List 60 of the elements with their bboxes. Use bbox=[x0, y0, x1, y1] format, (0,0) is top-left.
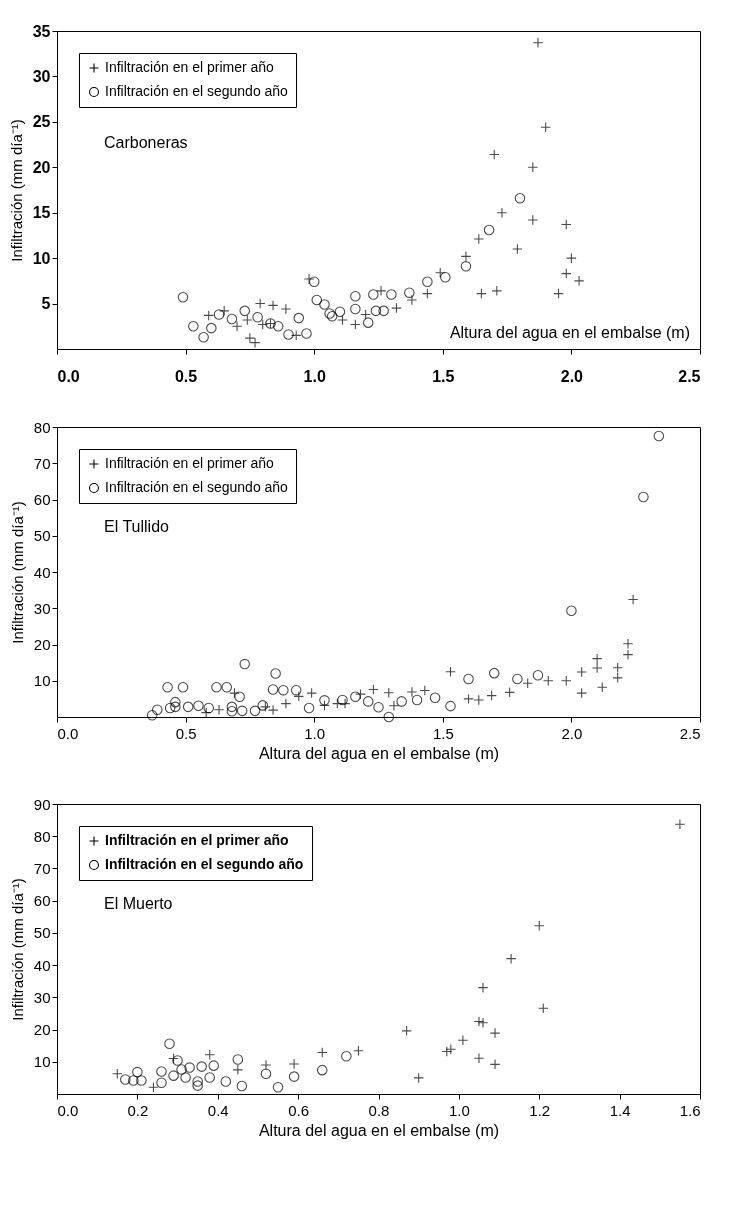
x-tick-label: 0.0 bbox=[57, 367, 80, 385]
x-tick-label: 0.0 bbox=[57, 1101, 79, 1119]
annotation: Carboneras bbox=[104, 134, 188, 151]
y-axis-title: Infiltración (mm día⁻¹) bbox=[7, 119, 25, 262]
y-tick-label: 60 bbox=[33, 892, 51, 910]
annotation: El Muerto bbox=[104, 895, 173, 912]
legend-label: Infiltración en el segundo año bbox=[105, 856, 304, 872]
legend-label: Infiltración en el segundo año bbox=[105, 83, 289, 99]
y-tick-label: 30 bbox=[33, 599, 51, 617]
y-tick-label: 30 bbox=[33, 988, 51, 1006]
x-tick-label: 2.5 bbox=[679, 724, 701, 742]
legend-label: Infiltración en el primer año bbox=[105, 832, 289, 848]
y-tick-label: 50 bbox=[33, 924, 51, 942]
x-tick-label: 1.5 bbox=[432, 367, 455, 385]
x-tick-label: 2.0 bbox=[561, 724, 583, 742]
legend-label: Infiltración en el primer año bbox=[105, 59, 275, 75]
y-tick-label: 50 bbox=[33, 527, 51, 545]
y-tick-label: 60 bbox=[33, 491, 51, 508]
y-tick-label: 90 bbox=[33, 795, 51, 813]
x-axis-title: Altura del agua en el embalse (m) bbox=[258, 1121, 500, 1139]
y-tick-label: 80 bbox=[33, 827, 51, 845]
x-tick-label: 1.0 bbox=[303, 367, 326, 385]
y-tick-label: 30 bbox=[32, 67, 51, 85]
x-tick-label: 0.2 bbox=[127, 1101, 149, 1119]
y-tick-label: 80 bbox=[33, 418, 51, 436]
x-tick-label: 1.5 bbox=[432, 724, 454, 742]
legend-label: Infiltración en el primer año bbox=[105, 455, 275, 471]
y-tick-label: 20 bbox=[33, 1021, 51, 1039]
y-axis-title: Infiltración (mm día⁻¹) bbox=[8, 878, 26, 1021]
y-tick-label: 10 bbox=[33, 672, 51, 690]
legend-label: Infiltración en el segundo año bbox=[105, 479, 289, 495]
x-tick-label: 0.5 bbox=[175, 724, 197, 742]
x-tick-label: 0.8 bbox=[368, 1101, 390, 1119]
annotation: El Tullido bbox=[104, 518, 170, 535]
y-tick-label: 70 bbox=[33, 454, 51, 472]
y-tick-label: 20 bbox=[32, 158, 51, 176]
x-tick-label: 1.4 bbox=[609, 1101, 631, 1119]
y-tick-label: 20 bbox=[33, 636, 51, 653]
x-tick-label: 1.0 bbox=[448, 1101, 470, 1119]
x-tick-label: 2.0 bbox=[560, 367, 584, 385]
y-tick-label: 40 bbox=[33, 563, 51, 581]
y-axis-title: Infiltración (mm día⁻¹) bbox=[8, 501, 26, 644]
x-tick-label: 2.5 bbox=[678, 367, 701, 385]
x-tick-label: 0.4 bbox=[207, 1101, 229, 1119]
y-tick-label: 25 bbox=[32, 113, 51, 131]
x-axis-title: Altura del agua en el embalse (m) bbox=[449, 324, 690, 341]
y-tick-label: 40 bbox=[33, 956, 51, 974]
x-tick-label: 1.6 bbox=[679, 1101, 701, 1119]
y-tick-label: 15 bbox=[32, 204, 51, 222]
x-tick-label: 1.0 bbox=[304, 724, 326, 742]
x-tick-label: 0.5 bbox=[174, 367, 198, 385]
x-tick-label: 0.0 bbox=[57, 724, 79, 742]
y-tick-label: 70 bbox=[33, 859, 51, 877]
y-tick-label: 35 bbox=[32, 22, 51, 40]
x-axis-title: Altura del agua en el embalse (m) bbox=[258, 744, 500, 762]
y-tick-label: 10 bbox=[32, 249, 51, 267]
y-tick-label: 5 bbox=[41, 295, 51, 313]
x-tick-label: 1.2 bbox=[529, 1101, 551, 1119]
y-tick-label: 10 bbox=[33, 1053, 51, 1071]
x-tick-label: 0.6 bbox=[288, 1101, 310, 1119]
